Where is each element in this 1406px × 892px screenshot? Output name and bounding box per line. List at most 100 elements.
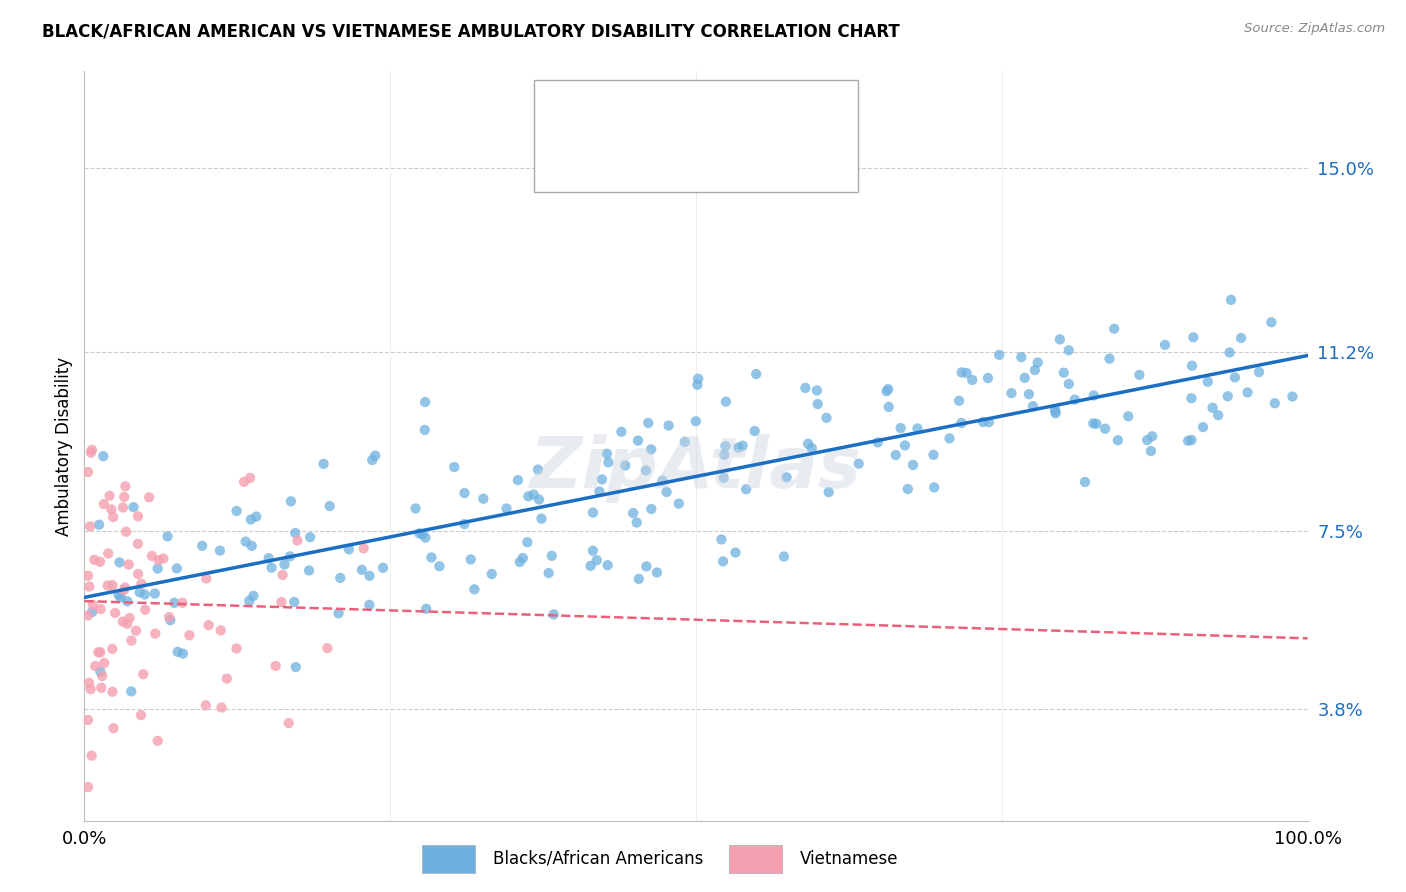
Point [128, 585, 150, 599]
Point [239, 471, 262, 485]
Point [634, 463, 657, 477]
Point [901, 458, 924, 472]
Point [77, 780, 100, 794]
Point [120, 633, 142, 648]
Point [1180, 391, 1202, 405]
Point [238, 594, 260, 608]
Point [714, 439, 737, 453]
Point [111, 500, 134, 515]
Point [97, 578, 120, 592]
Point [1140, 444, 1163, 458]
Point [245, 509, 267, 524]
Point [273, 558, 295, 572]
Point [1043, 402, 1066, 417]
Point [655, 485, 678, 500]
Point [80, 445, 103, 459]
Point [337, 542, 360, 557]
Point [1010, 350, 1032, 364]
Point [329, 571, 352, 585]
Point [270, 595, 292, 609]
Point [90, 681, 112, 695]
Point [233, 475, 256, 489]
Point [84, 659, 107, 673]
Point [413, 395, 436, 409]
Point [166, 645, 188, 659]
Point [922, 480, 945, 494]
Text: BLACK/AFRICAN AMERICAN VS VIETNAMESE AMBULATORY DISABILITY CORRELATION CHART: BLACK/AFRICAN AMERICAN VS VIETNAMESE AMB… [42, 22, 900, 40]
Point [1074, 475, 1097, 489]
Point [89, 517, 111, 532]
Point [225, 641, 247, 656]
Point [773, 549, 796, 564]
Text: 200: 200 [776, 103, 811, 121]
Point [280, 494, 302, 508]
Point [640, 442, 662, 457]
Point [509, 555, 531, 569]
Point [1018, 387, 1040, 401]
Point [651, 474, 673, 488]
Point [1128, 368, 1150, 382]
Point [98, 489, 121, 503]
Point [710, 533, 733, 547]
Point [948, 393, 970, 408]
Point [922, 448, 945, 462]
Point [481, 567, 503, 582]
Point [89, 555, 111, 569]
Point [420, 550, 443, 565]
Point [598, 455, 620, 469]
Point [127, 509, 149, 524]
Point [1206, 408, 1229, 422]
Point [283, 595, 305, 609]
Point [1219, 345, 1241, 359]
Point [80, 442, 103, 457]
Text: Source: ZipAtlas.com: Source: ZipAtlas.com [1244, 22, 1385, 36]
Point [1057, 343, 1080, 358]
Point [1136, 433, 1159, 447]
Point [1236, 385, 1258, 400]
Point [495, 501, 517, 516]
Point [146, 734, 169, 748]
Point [166, 561, 188, 575]
Point [225, 504, 247, 518]
Point [242, 589, 264, 603]
Point [138, 490, 160, 504]
Point [1083, 388, 1105, 402]
Point [77, 568, 100, 582]
Point [359, 569, 381, 583]
Point [1063, 392, 1085, 407]
Point [955, 366, 977, 380]
Point [848, 457, 870, 471]
FancyBboxPatch shape [422, 845, 475, 872]
Point [668, 497, 690, 511]
Point [1024, 363, 1046, 377]
Point [596, 447, 619, 461]
Point [724, 545, 747, 559]
Text: R =: R = [600, 148, 637, 167]
Point [107, 588, 129, 602]
Point [257, 551, 280, 566]
Point [443, 460, 465, 475]
Point [962, 373, 984, 387]
Point [260, 560, 283, 574]
Point [101, 578, 124, 592]
Point [1098, 351, 1121, 366]
Point [141, 549, 163, 563]
Point [807, 397, 830, 411]
Point [93, 497, 115, 511]
FancyBboxPatch shape [728, 845, 782, 872]
Point [876, 384, 898, 399]
Point [284, 660, 307, 674]
Point [118, 558, 141, 572]
Point [800, 441, 823, 455]
Point [122, 500, 145, 515]
Point [100, 502, 122, 516]
Point [988, 348, 1011, 362]
Text: 77: 77 [776, 148, 800, 167]
Point [516, 535, 538, 549]
Point [744, 424, 766, 438]
Point [731, 439, 754, 453]
Point [235, 534, 257, 549]
Point [1102, 322, 1125, 336]
Point [143, 586, 166, 600]
Point [711, 554, 734, 568]
